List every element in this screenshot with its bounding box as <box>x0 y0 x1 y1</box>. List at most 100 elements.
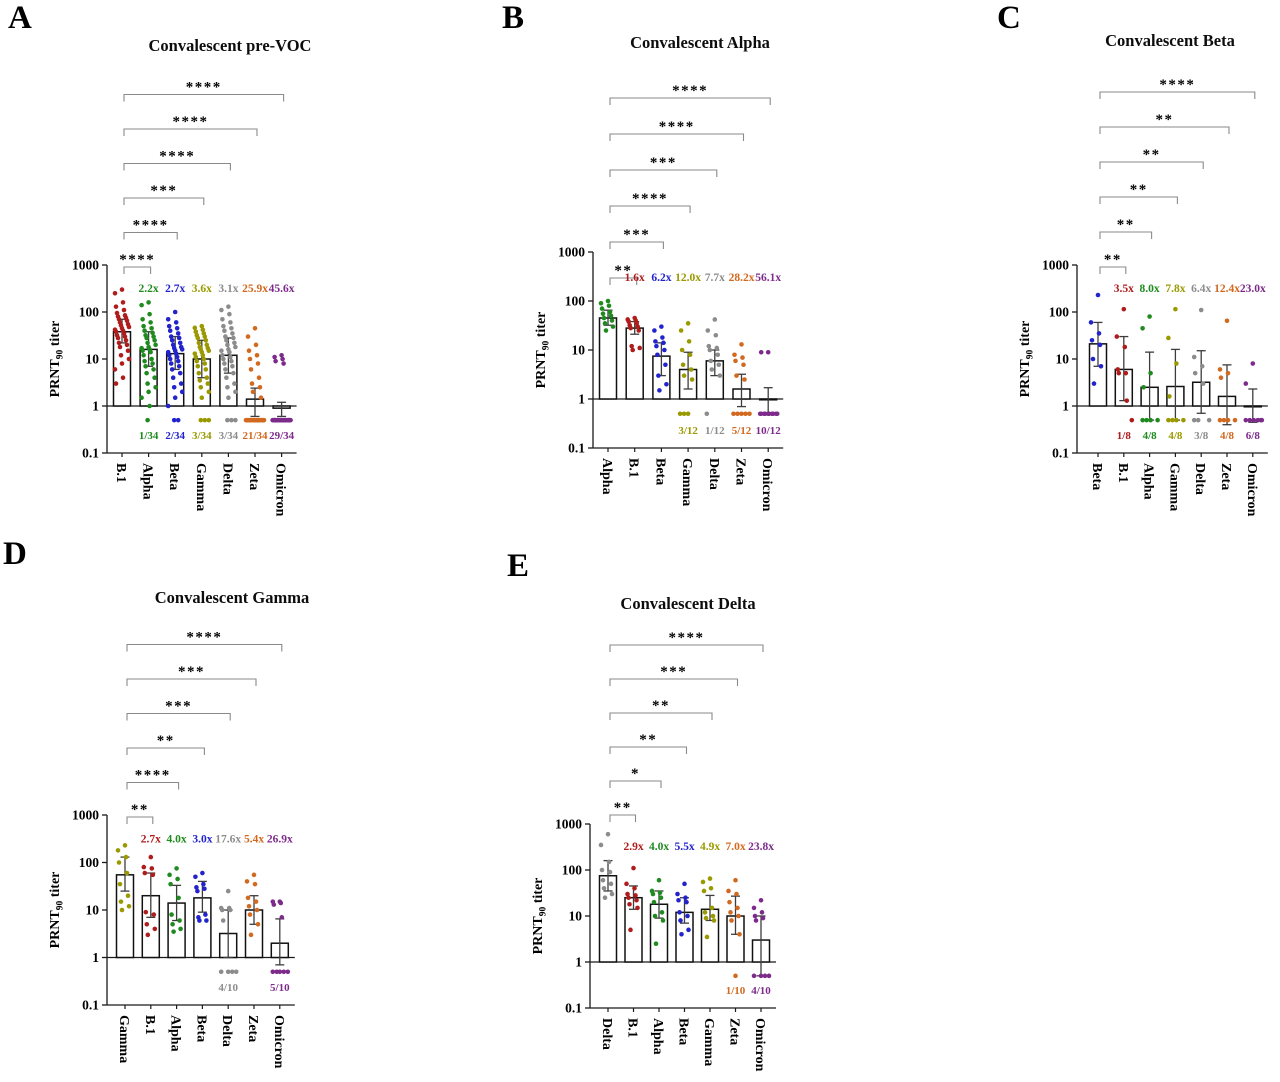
sig-bracket <box>609 644 764 652</box>
fold-change-labels: 2.7x 4.0x 3.0x 17.6x 5.4x 26.9x <box>141 834 293 846</box>
sig-bracket <box>126 747 205 755</box>
dots-Gamma <box>677 321 695 417</box>
below-limit-counts: 1/8 4/8 4/8 3/8 4/8 6/8 <box>1117 430 1261 442</box>
svg-text:17.6x: 17.6x <box>215 834 241 846</box>
svg-text:7.0x: 7.0x <box>725 841 745 853</box>
dots-Zeta <box>243 325 267 423</box>
y-ticks: 1000 100 10 1 0.1 <box>1042 258 1077 461</box>
dots-B.1 <box>625 315 642 353</box>
dots-Gamma <box>1166 306 1186 423</box>
error-bars <box>120 856 285 966</box>
svg-text:1000: 1000 <box>555 817 582 832</box>
svg-text:5.5x: 5.5x <box>674 841 694 853</box>
sig-bracket <box>1099 161 1204 169</box>
dots-Alpha <box>649 877 666 946</box>
sig-stars: ** <box>614 800 632 816</box>
svg-text:Omicron: Omicron <box>273 463 288 517</box>
svg-text:4.0x: 4.0x <box>649 841 669 853</box>
dots-B.1 <box>624 865 640 933</box>
dots-Omicron <box>1243 361 1265 423</box>
dots-Delta <box>218 888 239 975</box>
svg-text:10: 10 <box>1056 352 1070 367</box>
svg-text:1/12: 1/12 <box>705 425 725 437</box>
svg-text:3.6x: 3.6x <box>192 283 212 295</box>
sig-stars: ** <box>157 733 175 749</box>
sig-bracket <box>123 162 231 171</box>
dots-Omicron <box>757 349 780 417</box>
sig-stars: **** <box>186 80 222 96</box>
svg-text:1: 1 <box>1062 399 1069 414</box>
sig-stars: * <box>631 766 640 782</box>
svg-text:3.1x: 3.1x <box>218 283 238 295</box>
sig-stars: **** <box>1159 77 1195 93</box>
dots-Alpha <box>139 300 158 423</box>
svg-text:12.0x: 12.0x <box>675 272 701 284</box>
sig-stars: *** <box>623 227 650 243</box>
svg-text:B.1: B.1 <box>113 463 128 483</box>
svg-text:4/10: 4/10 <box>218 982 238 994</box>
svg-text:1/34: 1/34 <box>139 430 159 442</box>
scatter-dots <box>1088 292 1265 423</box>
sig-stars: **** <box>119 252 155 268</box>
svg-text:3.0x: 3.0x <box>192 834 212 846</box>
scatter-dots <box>112 287 293 423</box>
svg-text:1000: 1000 <box>72 258 99 273</box>
sig-stars: **** <box>186 630 222 646</box>
svg-text:1/8: 1/8 <box>1117 430 1132 442</box>
sig-bracket <box>609 205 691 213</box>
svg-text:0.1: 0.1 <box>1052 446 1069 461</box>
dots-Zeta <box>726 877 742 979</box>
svg-text:Beta: Beta <box>676 1018 691 1045</box>
sig-stars: ** <box>652 698 670 714</box>
below-limit-counts: 1/34 2/34 3/34 3/34 21/34 29/34 <box>139 430 295 442</box>
sig-bracket <box>609 746 688 754</box>
svg-text:4/10: 4/10 <box>751 985 771 997</box>
dots-Zeta <box>731 342 752 417</box>
svg-text:29/34: 29/34 <box>269 430 295 442</box>
svg-text:Gamma: Gamma <box>193 463 208 511</box>
sig-stars: ** <box>1117 217 1135 233</box>
svg-text:Beta: Beta <box>1089 463 1104 490</box>
svg-text:2.7x: 2.7x <box>141 834 161 846</box>
svg-text:4.0x: 4.0x <box>167 834 187 846</box>
dots-Beta <box>165 309 185 423</box>
y-axis-label: PRNT90 titer <box>534 312 552 389</box>
svg-text:23.8x: 23.8x <box>748 841 774 853</box>
sig-stars: ** <box>1143 147 1161 163</box>
dots-Delta <box>219 304 238 423</box>
svg-text:4/8: 4/8 <box>1168 430 1183 442</box>
below-limit-counts: 1/10 4/10 <box>726 985 772 997</box>
svg-text:4/8: 4/8 <box>1143 430 1158 442</box>
dots-Omicron <box>270 899 291 975</box>
svg-text:Beta: Beta <box>166 463 181 490</box>
panel-d-letter: D <box>3 536 27 572</box>
significance-brackets: ******************** <box>609 83 771 285</box>
sig-stars: ** <box>1130 182 1148 198</box>
sig-bracket <box>609 169 718 177</box>
svg-text:Delta: Delta <box>599 1018 614 1050</box>
x-category-labels: Gamma B.1 Alpha Beta Delta Zeta Omicron <box>116 1005 286 1069</box>
significance-brackets: ****************** <box>126 630 283 824</box>
y-ticks: 1000 100 10 1 0.1 <box>72 808 107 1013</box>
dots-Delta <box>1191 307 1212 423</box>
svg-text:10/12: 10/12 <box>756 425 782 437</box>
y-axis-label: PRNT90 titer <box>48 872 66 949</box>
svg-text:B.1: B.1 <box>1115 463 1130 483</box>
svg-text:Zeta: Zeta <box>245 1015 260 1042</box>
svg-text:100: 100 <box>562 863 583 878</box>
dots-Delta <box>704 317 723 417</box>
sig-stars: **** <box>133 218 169 234</box>
svg-text:Alpha: Alpha <box>599 458 614 495</box>
significance-brackets: ************** <box>609 630 764 822</box>
svg-text:1.6x: 1.6x <box>625 272 645 284</box>
panel-e-title: Convalescent Delta <box>620 594 756 613</box>
dots-Beta <box>652 324 669 393</box>
sig-bracket <box>123 266 152 274</box>
panel-d-title: Convalescent Gamma <box>154 588 310 607</box>
svg-text:Omicron: Omicron <box>1244 463 1259 517</box>
svg-text:2/34: 2/34 <box>165 430 185 442</box>
